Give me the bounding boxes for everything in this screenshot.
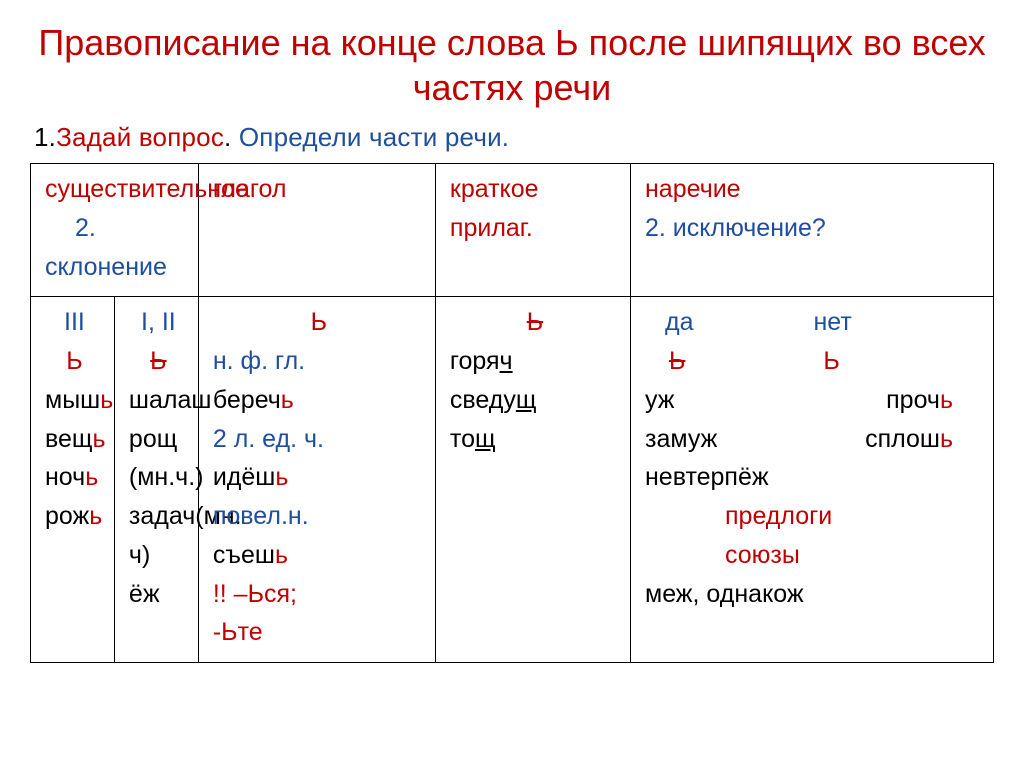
header-short-adj: краткое прилаг. xyxy=(435,164,630,297)
content-row: III Ь мышь вещь ночь рожь I, II Ь шалаш … xyxy=(31,297,994,663)
rules-table: существительное 2. склонение глагол крат… xyxy=(30,163,994,663)
s: ь xyxy=(281,386,294,414)
w: рож xyxy=(45,502,89,530)
cell-verb: Ь н. ф. гл. беречь 2 л. ед. ч. идёшь пов… xyxy=(198,297,435,663)
prepositions-label: предлоги xyxy=(645,497,983,536)
verb-suffix-te: -Ьте xyxy=(213,613,425,652)
example-nevterpezh: невтерпёж xyxy=(645,458,983,497)
s: ь xyxy=(92,425,105,453)
cell-short-adj: Ь горяч сведущ тощ xyxy=(435,297,630,663)
w: береч xyxy=(213,386,281,414)
adverb-label: наречие xyxy=(645,175,741,203)
example-mysh: мышь xyxy=(45,381,104,420)
example-zamuzh: замуж xyxy=(645,420,717,459)
s: ь xyxy=(85,463,98,491)
noun-step2: 2. склонение xyxy=(45,214,167,281)
soft-sign-3: Ь xyxy=(45,342,104,381)
verb-imperative-label: повел.н. xyxy=(213,497,425,536)
adverb-step2: 2. исключение? xyxy=(645,214,826,242)
w: горя xyxy=(450,347,500,375)
example-idesh: идёшь xyxy=(213,458,425,497)
example-ezh: ёж xyxy=(129,575,188,614)
verb-suffix-sya: !! –Ься; xyxy=(213,575,425,614)
header-noun: существительное 2. склонение xyxy=(31,164,199,297)
example-uzh: уж xyxy=(645,381,675,420)
example-shalash: шалаш xyxy=(129,381,188,420)
example-goryach: горяч xyxy=(450,342,620,381)
adverb-yesno: да нет xyxy=(645,303,983,342)
note: ч) xyxy=(129,541,150,569)
w: то xyxy=(450,425,475,453)
soft-sign-adv-strike: Ь xyxy=(645,342,685,381)
instruction-determine: Определи части речи. xyxy=(239,122,509,152)
instruction-sep: . xyxy=(224,122,239,152)
s: ь xyxy=(100,386,113,414)
w: ноч xyxy=(45,463,85,491)
yes-label: да xyxy=(645,303,694,342)
example-proch: прочь xyxy=(886,381,953,420)
instruction-ask: Задай вопрос xyxy=(56,122,224,152)
s: ь xyxy=(275,541,288,569)
header-row: существительное 2. склонение глагол крат… xyxy=(31,164,994,297)
soft-sign-adv: Ь xyxy=(745,342,839,381)
example-noch: ночь xyxy=(45,458,104,497)
header-adverb: наречие 2. исключение? xyxy=(631,164,994,297)
verb-label: глагол xyxy=(213,175,287,203)
soft-sign-adj-strike: Ь xyxy=(450,303,620,342)
example-veshch: вещь xyxy=(45,420,104,459)
verb-2person-label: 2 л. ед. ч. xyxy=(213,420,425,459)
w: вещ xyxy=(45,425,92,453)
adv-row-2: замуж сплошь xyxy=(645,420,983,459)
example-sesh: съешь xyxy=(213,536,425,575)
w: сведу xyxy=(450,386,516,414)
cell-adverb: да нет Ь Ь уж прочь замуж сплошь невтерп… xyxy=(631,297,994,663)
example-mezh-odnakozh: меж, однакож xyxy=(645,575,983,614)
step-number: 1. xyxy=(34,122,56,152)
shortadj-label1: краткое xyxy=(450,175,539,203)
example-toshch: тощ xyxy=(450,420,620,459)
shortadj-label2: прилаг. xyxy=(450,214,533,242)
example-rozh: рожь xyxy=(45,497,104,536)
no-label: нет xyxy=(754,303,852,342)
w: идёш xyxy=(213,463,276,491)
example-splosh: сплошь xyxy=(865,420,953,459)
w: сплош xyxy=(865,425,940,453)
example-berech: беречь xyxy=(213,381,425,420)
w: мыш xyxy=(45,386,100,414)
adv-row-1: уж прочь xyxy=(645,381,983,420)
soft-sign-12-strike: Ь xyxy=(129,342,188,381)
note: (мн.ч.) xyxy=(129,463,204,491)
s: ь xyxy=(940,386,953,414)
example-roshch: рощ(мн.ч.) xyxy=(129,420,188,498)
s: ь xyxy=(940,425,953,453)
u: щ xyxy=(516,386,537,414)
header-verb: глагол xyxy=(198,164,435,297)
s: ь xyxy=(89,502,102,530)
verb-infinitive-label: н. ф. гл. xyxy=(213,342,425,381)
w: проч xyxy=(886,386,940,414)
example-svedushch: сведущ xyxy=(450,381,620,420)
w: съеш xyxy=(213,541,275,569)
u: щ xyxy=(475,425,496,453)
adverb-soft-row: Ь Ь xyxy=(645,342,983,381)
cell-noun-12decl: I, II Ь шалаш рощ(мн.ч.) задач(мн.ч) ёж xyxy=(114,297,198,663)
conjunctions-label: союзы xyxy=(645,536,983,575)
decl-3: III xyxy=(45,303,104,342)
decl-12: I, II xyxy=(129,303,188,342)
example-zadach: задач(мн.ч) xyxy=(129,497,188,575)
soft-sign-verb: Ь xyxy=(213,303,425,342)
u: ч xyxy=(500,347,513,375)
s: ь xyxy=(275,463,288,491)
w: рощ xyxy=(129,425,177,453)
instruction-line: 1.Задай вопрос. Определи части речи. xyxy=(34,122,994,153)
page-title: Правописание на конце слова Ь после шипя… xyxy=(30,20,994,110)
cell-noun-3decl: III Ь мышь вещь ночь рожь xyxy=(31,297,115,663)
